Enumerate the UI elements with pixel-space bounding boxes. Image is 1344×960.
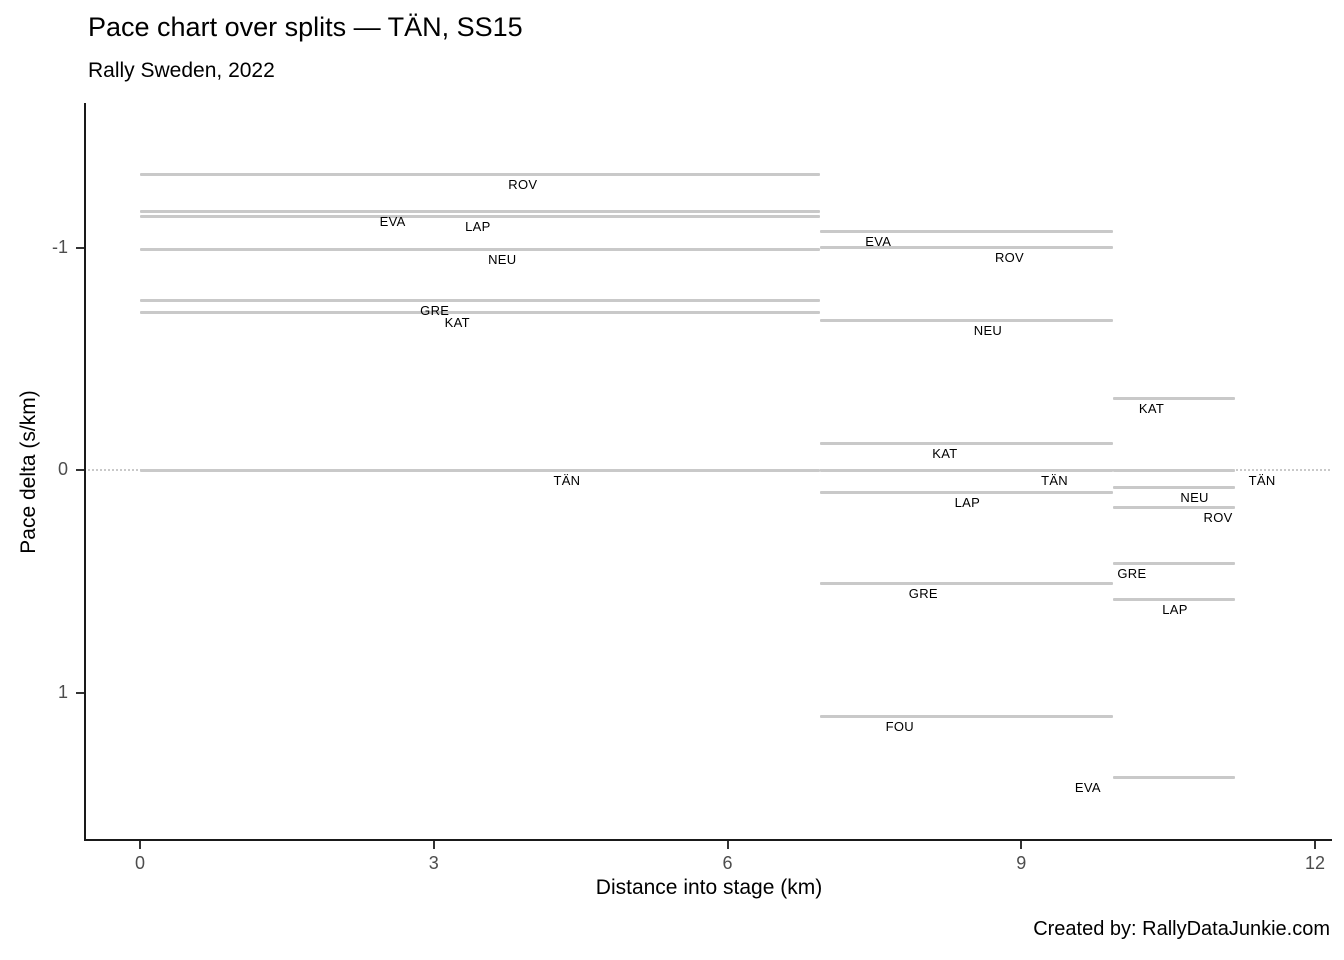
driver-label-gre-split3: GRE [1117,565,1147,581]
driver-label-kat-split3: KAT [1138,401,1165,417]
x-tick-label: 3 [428,853,439,873]
x-tick-label: 9 [1016,853,1027,873]
chart-title: Pace chart over splits — TÄN, SS15 [88,12,523,42]
pace-segment-gre-split2 [819,581,1114,585]
driver-label-rov-split1: ROV [508,176,538,192]
driver-label-kat-split1: KAT [444,314,470,330]
pace-segment-neu-split2 [819,319,1114,323]
pace-segment-tän-split3 [1113,468,1235,472]
pace-segment-kat-split3 [1113,397,1235,401]
pace-segment-rov-split3 [1113,506,1235,510]
x-tick-label: 12 [1304,853,1326,873]
pace-segment-fou-split2 [819,715,1114,719]
y-tick-mark [76,246,84,249]
pace-segment-gre-split1 [140,299,820,303]
pace-segment-kat-split1 [140,310,820,314]
pace-segment-kat-split2 [819,441,1114,445]
pace-segment-neu-split3 [1113,486,1235,490]
x-tick-label: 0 [134,853,145,873]
driver-label-lap-split2: LAP [954,494,981,510]
x-tick-mark [1020,841,1023,849]
driver-label-gre-split2: GRE [908,585,938,601]
x-axis-title: Distance into stage (km) [595,876,823,899]
driver-label-fou-split2: FOU [885,719,914,735]
pace-segment-neu-split1 [140,248,820,252]
y-tick-mark [76,469,84,471]
driver-label-rov-split2: ROV [994,250,1025,265]
driver-label-gre-split1: GRE [420,303,450,319]
driver-label-neu-split1: NEU [488,252,517,268]
driver-label-tän-split1: TÄN [553,472,581,488]
pace-segment-tän-split1 [140,468,820,472]
driver-label-neu-split2: NEU [973,323,1003,339]
x-tick-mark [432,841,435,849]
x-axis-line [84,839,1332,841]
driver-label-eva-split1: EVA [379,214,406,230]
y-tick-mark [76,691,84,694]
driver-label-lap-split3: LAP [1162,601,1188,617]
pace-segment-eva-split2 [819,230,1114,234]
driver-label-lap-split1: LAP [465,218,491,234]
y-tick-label: 0 [57,459,68,479]
driver-label-eva-split3: EVA [1074,779,1101,795]
plot-area: -1 0 1 0 3 6 9 12 ROV EVA LAP NEU GRE KAT TÄN EVA ROV NEU… [52,103,1332,873]
pace-segment-eva-split3 [1113,775,1235,779]
driver-label-tän-split2: TÄN [1041,472,1068,488]
pace-segment-lap-split3 [1113,597,1235,601]
driver-label-neu-split3: NEU [1180,490,1209,506]
pace-segment-eva-split1 [140,210,820,214]
y-axis-line [84,103,86,841]
pace-segment-gre-split3 [1113,561,1235,565]
pace-segment-lap-split1 [140,214,820,218]
x-tick-mark [139,841,141,849]
x-tick-mark [1314,841,1316,849]
pace-segment-tän-split2 [819,468,1114,472]
chart-subtitle: Rally Sweden, 2022 [88,59,275,82]
driver-label-eva-split2: EVA [865,234,892,250]
pace-segment-rov-split1 [140,172,820,176]
x-tick-mark [726,841,729,849]
x-tick-label: 6 [722,853,733,873]
chart-caption: Created by: RallyDataJunkie.com [1033,918,1330,940]
driver-label-rov-split3: ROV [1203,510,1233,526]
driver-label-kat-split2: KAT [932,445,958,461]
y-tick-label: 1 [57,681,68,702]
y-tick-label: -1 [51,236,68,257]
driver-label-tän-split3: TÄN [1248,472,1276,488]
pace-segment-rov-split2 [819,246,1114,249]
pace-segment-lap-split2 [819,490,1114,494]
